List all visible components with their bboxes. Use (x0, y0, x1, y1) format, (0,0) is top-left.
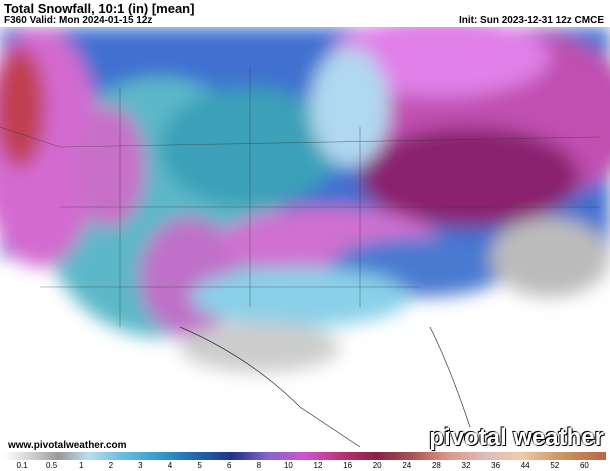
colorbar-label: 12 (313, 461, 323, 470)
colorbar-labels: 0.1 0.5 1 2 3 4 5 6 8 10 12 16 20 24 28 32 36 44 52 60 (0, 461, 610, 471)
colorbar-label: 28 (431, 461, 441, 470)
snowfall-map (0, 27, 610, 449)
brand-logo: pivotal weather (429, 424, 604, 451)
colorbar-label: 3 (138, 461, 143, 470)
init-time: Init: Sun 2023-12-31 12z CMCE (458, 15, 604, 26)
colorbar-label: 2 (108, 461, 114, 470)
colorbar-label: 0.1 (16, 461, 28, 470)
colorbar-label: 8 (256, 461, 262, 470)
colorbar-label: 5 (197, 461, 202, 470)
colorbar (4, 452, 606, 460)
colorbar-label: 52 (550, 461, 560, 470)
colorbar-label: 24 (402, 461, 412, 470)
colorbar-label: 20 (372, 461, 382, 470)
colorbar-label: 0.5 (46, 461, 58, 470)
colorbar-label: 10 (283, 461, 293, 470)
colorbar-label: 4 (167, 461, 173, 470)
colorbar-label: 1 (78, 461, 84, 470)
colorbar-label: 6 (226, 461, 232, 470)
colorbar-label: 44 (520, 461, 530, 470)
title: Total Snowfall, 10:1 (in) [mean] (4, 1, 195, 16)
colorbar-label: 36 (491, 461, 501, 470)
valid-time: F360 Valid: Mon 2024-01-15 12z (4, 15, 153, 26)
colorbar-label: 60 (579, 461, 589, 470)
colorbar-label: 16 (343, 461, 353, 470)
website: www.pivotalweather.com (8, 440, 127, 451)
colorbar-label: 32 (461, 461, 471, 470)
